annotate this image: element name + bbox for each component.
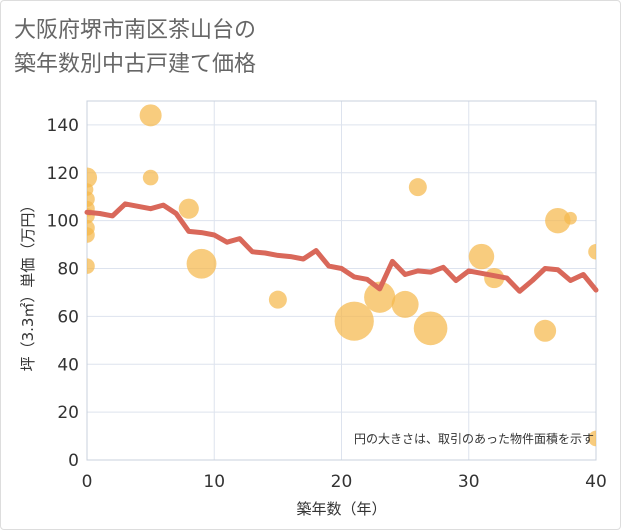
bubble-point — [178, 198, 199, 219]
bubble-point — [364, 281, 396, 313]
x-tick-label: 10 — [203, 472, 225, 492]
chart-title-line-2: 築年数別中古戸建て価格 — [14, 52, 257, 77]
x-tick-label: 0 — [82, 472, 93, 492]
x-axis-label: 築年数（年） — [296, 500, 386, 518]
x-tick-labels: 0 10 20 30 40 — [82, 472, 607, 492]
bubble-point — [408, 178, 427, 197]
y-tick-label: 0 — [68, 451, 79, 471]
bubble-point — [534, 319, 557, 342]
bubble-point — [139, 104, 162, 127]
bubble-point — [334, 301, 374, 341]
bubble-point — [588, 430, 596, 447]
bubble-point — [391, 290, 419, 318]
bubble-point — [87, 167, 98, 188]
y-tick-labels: 0 20 40 60 80 100 120 140 — [47, 116, 79, 471]
bubble-point — [142, 169, 159, 186]
bubble-point — [588, 243, 596, 260]
x-tick-label: 30 — [458, 472, 480, 492]
chart-title: 大阪府堺市南区茶山台の 築年数別中古戸建て価格 — [14, 14, 256, 82]
bubble-point — [87, 227, 95, 243]
bubble-point — [413, 311, 448, 346]
x-tick-label: 20 — [331, 472, 353, 492]
y-tick-label: 80 — [57, 260, 79, 280]
bubble-point — [564, 211, 577, 225]
size-note: 円の大きさは、取引のあった物件面積を示す — [354, 431, 594, 446]
grid-lines — [86, 101, 597, 461]
y-tick-label: 40 — [57, 355, 79, 375]
bubble-point — [87, 258, 95, 274]
y-tick-label: 20 — [57, 403, 79, 423]
y-axis-label: 坪（3.3㎡）単価（万円） — [19, 198, 37, 372]
y-tick-label: 60 — [57, 307, 79, 327]
plot-area — [86, 100, 597, 461]
bubble-layer — [87, 104, 596, 447]
bubble-point — [468, 243, 495, 270]
y-tick-label: 140 — [47, 116, 79, 136]
average-price-line — [84, 201, 599, 294]
y-tick-label: 100 — [47, 212, 79, 232]
bubble-point — [545, 207, 571, 234]
x-tick-label: 40 — [585, 472, 607, 492]
bubble-point — [186, 248, 217, 279]
bubble-point — [268, 290, 287, 309]
chart-title-line-1: 大阪府堺市南区茶山台の — [14, 18, 257, 43]
y-tick-label: 120 — [47, 164, 79, 184]
